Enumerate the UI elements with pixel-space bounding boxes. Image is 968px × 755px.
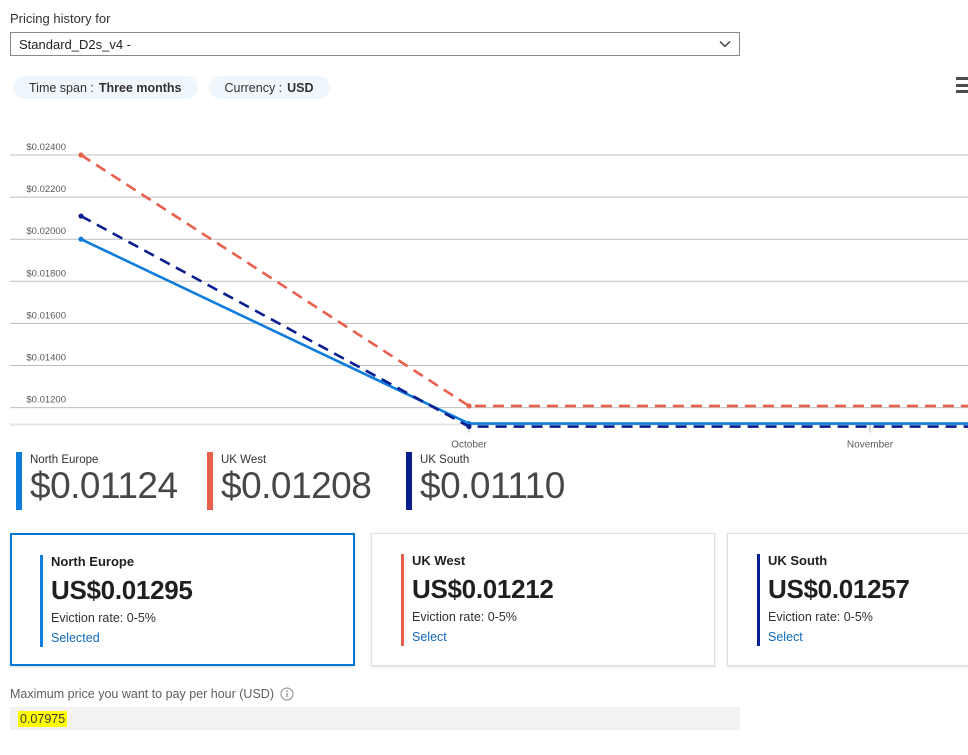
chart-data-point bbox=[466, 403, 472, 409]
filter-pill-row: Time span : Three months Currency : USD bbox=[13, 76, 330, 99]
chart-y-tick-label: $0.01400 bbox=[26, 353, 66, 364]
filter-pill-currency-key: Currency : bbox=[224, 80, 283, 95]
hamburger-menu-icon[interactable] bbox=[956, 77, 968, 93]
legend-label: UK West bbox=[221, 454, 267, 466]
chart-data-point bbox=[78, 236, 84, 242]
region-card-eviction-rate: Eviction rate: 0-5% bbox=[768, 610, 873, 624]
region-card-price: US$0.01295 bbox=[51, 575, 193, 605]
filter-pill-time-span-key: Time span : bbox=[29, 80, 94, 95]
legend-item-uk-south: UK South $0.01110 bbox=[406, 452, 565, 510]
chart-legend: North Europe $0.01124 UK West $0.01208 U… bbox=[0, 452, 968, 514]
filter-pill-currency-value: USD bbox=[287, 80, 314, 95]
chart-y-tick-label: $0.01600 bbox=[26, 310, 66, 321]
chart-y-tick-label: $0.02400 bbox=[26, 142, 66, 153]
vm-size-dropdown[interactable]: Standard_D2s_v4 - bbox=[10, 32, 740, 56]
vm-size-dropdown-value: Standard_D2s_v4 - bbox=[19, 36, 132, 52]
info-icon[interactable] bbox=[280, 687, 294, 701]
legend-color-swatch bbox=[16, 452, 22, 510]
region-card-title: North Europe bbox=[51, 554, 135, 569]
legend-value: $0.01208 bbox=[221, 465, 372, 506]
chart-y-tick-label: $0.02000 bbox=[26, 226, 66, 237]
hamburger-bar bbox=[956, 77, 968, 80]
max-price-value: 0.07975 bbox=[18, 710, 68, 727]
chart-line-uk-west bbox=[80, 153, 968, 408]
max-price-label: Maximum price you want to pay per hour (… bbox=[10, 686, 294, 702]
legend-item-north-europe: North Europe $0.01124 bbox=[16, 452, 178, 510]
chart-y-tick-label: $0.01200 bbox=[26, 395, 66, 406]
pricing-history-chart: $0.02400 $0.02200 $0.02000 $0.01800 $0.01600… bbox=[0, 120, 968, 450]
region-card-accent-bar bbox=[401, 554, 404, 646]
region-card-accent-bar bbox=[757, 554, 760, 646]
chart-x-tick-label: October bbox=[451, 439, 487, 450]
legend-value: $0.01124 bbox=[30, 465, 178, 506]
legend-color-swatch bbox=[207, 452, 213, 510]
region-card-select-link[interactable]: Selected bbox=[51, 631, 100, 645]
chart-canvas: $0.02400 $0.02200 $0.02000 $0.01800 $0.01600… bbox=[10, 142, 968, 450]
chart-data-point bbox=[466, 423, 472, 430]
chart-data-point bbox=[78, 213, 84, 219]
chart-line-north-europe bbox=[80, 238, 968, 425]
region-card-price: US$0.01212 bbox=[412, 574, 554, 604]
hamburger-bar bbox=[956, 83, 968, 87]
region-card-uk-west[interactable]: UK West US$0.01212 Eviction rate: 0-5% S… bbox=[371, 533, 715, 666]
region-card-eviction-rate: Eviction rate: 0-5% bbox=[51, 611, 156, 625]
chart-x-tick-label: November bbox=[847, 439, 894, 450]
region-card-title: UK South bbox=[768, 553, 828, 568]
region-card-uk-south[interactable]: UK South US$0.01257 Eviction rate: 0-5% … bbox=[727, 533, 968, 666]
max-price-label-text: Maximum price you want to pay per hour (… bbox=[10, 687, 274, 701]
region-card-list: North Europe US$0.01295 Eviction rate: 0… bbox=[0, 533, 968, 668]
chevron-down-icon[interactable] bbox=[711, 40, 739, 48]
chart-y-tick-label: $0.01800 bbox=[26, 268, 66, 279]
region-card-accent-bar bbox=[40, 555, 43, 647]
legend-color-swatch bbox=[406, 452, 412, 510]
filter-pill-time-span[interactable]: Time span : Three months bbox=[13, 76, 198, 99]
hamburger-bar bbox=[956, 90, 968, 93]
chart-line-uk-south bbox=[80, 214, 968, 428]
region-card-select-link[interactable]: Select bbox=[768, 630, 803, 644]
region-card-eviction-rate: Eviction rate: 0-5% bbox=[412, 610, 517, 624]
legend-label: UK South bbox=[420, 454, 470, 466]
region-card-title: UK West bbox=[412, 553, 466, 568]
filter-pill-currency[interactable]: Currency : USD bbox=[208, 76, 330, 99]
filter-pill-time-span-value: Three months bbox=[98, 80, 182, 95]
chart-y-tick-label: $0.02200 bbox=[26, 184, 66, 195]
region-card-price: US$0.01257 bbox=[768, 574, 910, 604]
max-price-input[interactable]: 0.07975 bbox=[10, 707, 740, 730]
region-card-select-link[interactable]: Select bbox=[412, 630, 447, 644]
region-card-north-europe[interactable]: North Europe US$0.01295 Eviction rate: 0… bbox=[10, 533, 355, 666]
page-title: Pricing history for bbox=[10, 11, 111, 26]
legend-value: $0.01110 bbox=[420, 465, 565, 506]
legend-label: North Europe bbox=[30, 454, 99, 466]
legend-item-uk-west: UK West $0.01208 bbox=[207, 452, 372, 510]
chart-data-point bbox=[78, 152, 84, 158]
